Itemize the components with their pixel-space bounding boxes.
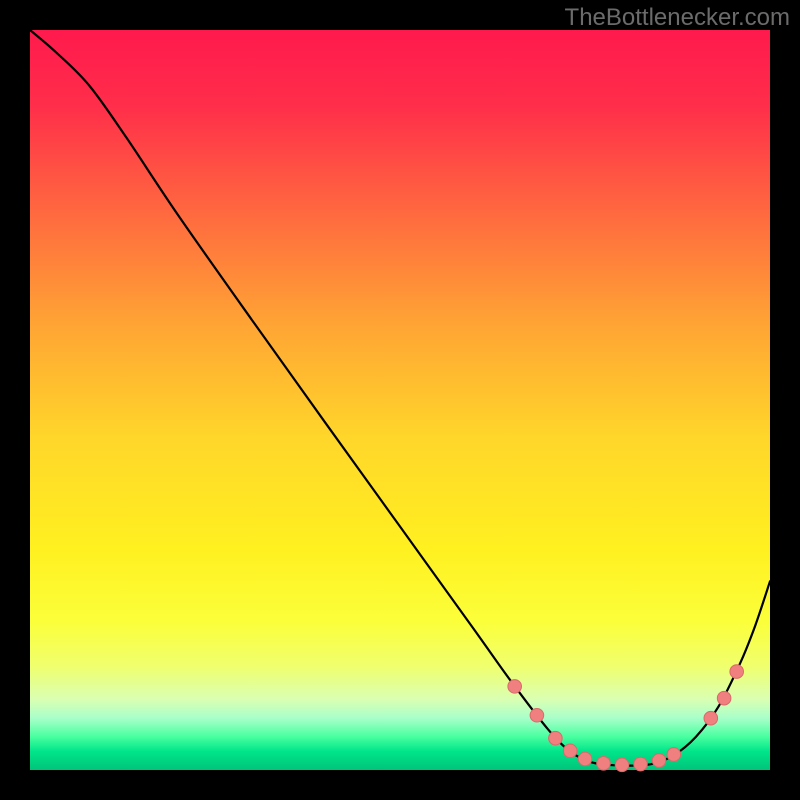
curve-marker <box>704 711 718 725</box>
curve-marker <box>508 680 522 694</box>
curve-marker <box>578 752 592 766</box>
bottleneck-chart <box>0 0 800 800</box>
curve-marker <box>652 754 666 768</box>
curve-marker <box>563 744 577 758</box>
attribution-label: TheBottlenecker.com <box>565 4 790 32</box>
curve-marker <box>530 708 544 722</box>
curve-marker <box>634 757 648 771</box>
gradient-background <box>30 30 770 770</box>
curve-marker <box>597 757 611 771</box>
curve-marker <box>717 691 731 705</box>
curve-marker <box>615 758 629 772</box>
curve-marker <box>549 731 563 745</box>
curve-marker <box>667 748 681 762</box>
curve-marker <box>730 665 744 679</box>
